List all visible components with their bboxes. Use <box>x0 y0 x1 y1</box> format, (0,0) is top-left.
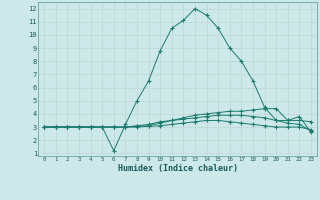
X-axis label: Humidex (Indice chaleur): Humidex (Indice chaleur) <box>118 164 238 173</box>
